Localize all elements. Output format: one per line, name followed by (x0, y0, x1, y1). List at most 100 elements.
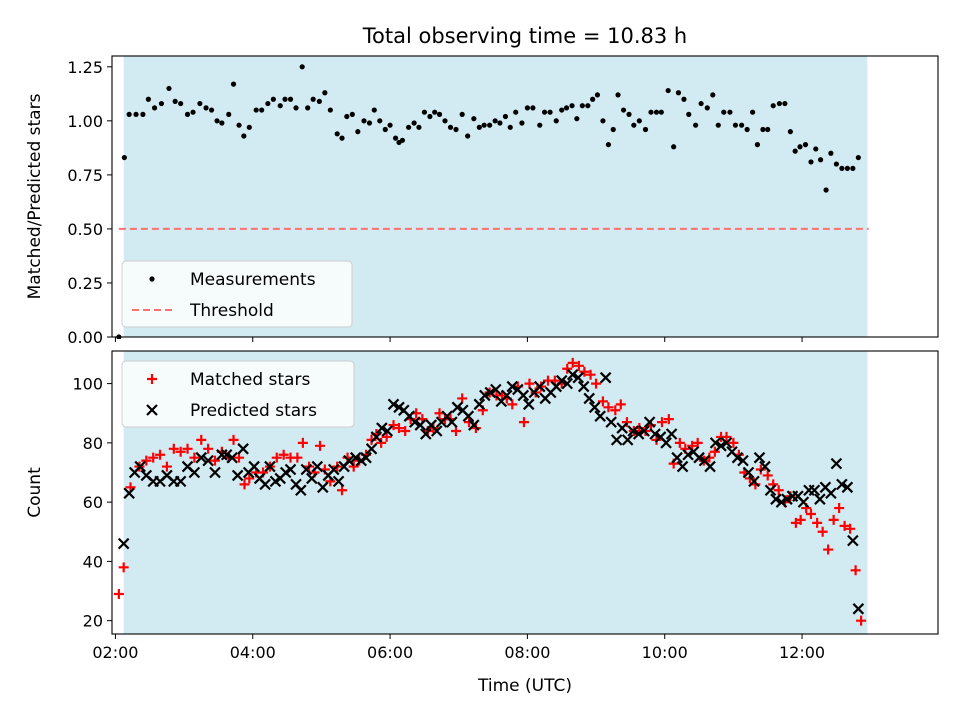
predicted-star-point (231, 469, 244, 482)
matched-star-point (805, 508, 816, 519)
matched-star-point (579, 366, 590, 377)
measurement-point (579, 103, 585, 109)
matched-star-point (621, 417, 632, 428)
matched-star-point (795, 514, 806, 525)
matched-star-point (567, 357, 578, 368)
measurement-point (366, 120, 373, 126)
predicted-star-point (451, 401, 464, 414)
measurement-point (208, 107, 215, 113)
measurement-point (615, 92, 621, 98)
measurement-point (648, 109, 654, 115)
predicted-star-point (414, 419, 427, 431)
matched-star-point (203, 443, 214, 454)
predicted-star-point (237, 443, 249, 455)
matched-star-point (348, 461, 359, 472)
matched-star-point (189, 452, 200, 463)
measurement-point (665, 87, 671, 94)
measurement-point (476, 124, 482, 130)
measurement-point (585, 103, 591, 109)
predicted-star-point (468, 419, 480, 431)
predicted-star-point (555, 374, 568, 387)
predicted-star-point (709, 437, 722, 449)
predicted-star-point (473, 398, 486, 411)
matched-star-point (573, 360, 584, 371)
measurement-point (502, 113, 509, 120)
predicted-star-point (446, 416, 458, 428)
matched-star-point (209, 455, 220, 466)
measurement-point (844, 165, 850, 171)
predicted-star-point (123, 487, 135, 500)
predicted-star-point (561, 377, 574, 390)
measurement-point (519, 120, 525, 126)
predicted-star-point (327, 463, 340, 476)
matched-star-point (297, 437, 308, 448)
measurement-point (770, 103, 776, 109)
measurement-point (631, 122, 637, 128)
top-panel: 0.00 0.25 0.50 0.75 1.00 1.25 Matched/Predicte… (25, 55, 939, 347)
measurement-point (145, 96, 151, 102)
top-y-tick-label: 1.25 (67, 58, 103, 77)
measurement-point (166, 85, 172, 92)
predicted-star-point (409, 416, 421, 428)
measurement-point (693, 122, 699, 128)
measurement-point (371, 107, 377, 113)
measurement-point (686, 111, 692, 117)
predicted-star-point (715, 440, 727, 452)
measurement-point (636, 118, 642, 124)
matched-star-point (524, 378, 535, 389)
legend-label-matched-stars: Matched stars (190, 370, 310, 390)
measurement-point (817, 157, 824, 163)
predicted-star-point (332, 475, 345, 488)
predicted-star-point (188, 466, 201, 479)
predicted-star-point (814, 493, 826, 505)
matched-star-point (271, 452, 282, 463)
predicted-star-point (676, 460, 689, 473)
measurement-point (411, 120, 417, 126)
matched-star-point (394, 423, 405, 434)
predicted-star-point (522, 398, 535, 411)
measurement-point (299, 64, 305, 70)
top-y-tick-label: 0.00 (67, 328, 103, 347)
predicted-star-point (462, 410, 475, 422)
predicted-star-point (610, 434, 623, 446)
bottom-y-tick-label: 60 (83, 493, 103, 512)
predicted-star-point (295, 484, 307, 497)
measurement-point (710, 92, 716, 98)
predicted-star-point (583, 392, 595, 405)
measurement-point (671, 144, 677, 150)
measurement-point (399, 137, 406, 143)
measurement-point (605, 142, 612, 148)
matched-star-point (228, 434, 239, 445)
predicted-star-point (621, 434, 634, 446)
predicted-star-point (284, 463, 297, 476)
measurement-point (626, 111, 632, 117)
measurement-point (739, 122, 745, 128)
measurement-point (524, 105, 531, 111)
matched-star-point (850, 565, 861, 576)
top-y-axis-label: Matched/Predicted stars (25, 93, 45, 299)
predicted-star-point (797, 496, 810, 508)
matched-star-point (656, 417, 667, 428)
measurement-point (563, 105, 570, 111)
legend-dot-icon (149, 276, 155, 282)
predicted-star-point (682, 448, 694, 461)
measurement-point (698, 100, 704, 107)
measurement-point (453, 126, 459, 133)
measurement-point (246, 124, 252, 130)
measurement-point (487, 122, 493, 128)
predicted-star-point (836, 478, 848, 491)
measurement-point (513, 109, 519, 115)
measurement-point (282, 96, 288, 102)
matched-star-point (315, 440, 326, 451)
measurement-point (620, 107, 627, 113)
measurement-point (277, 103, 283, 109)
measurement-point (236, 122, 242, 128)
matched-star-point (823, 544, 834, 555)
matched-star-point (196, 434, 207, 445)
measurement-point (610, 126, 616, 133)
predicted-star-point (484, 386, 497, 399)
measurement-point (334, 131, 340, 137)
x-tick-label: 10:00 (642, 643, 688, 662)
measurement-point (126, 111, 132, 117)
measurement-point (219, 120, 225, 126)
